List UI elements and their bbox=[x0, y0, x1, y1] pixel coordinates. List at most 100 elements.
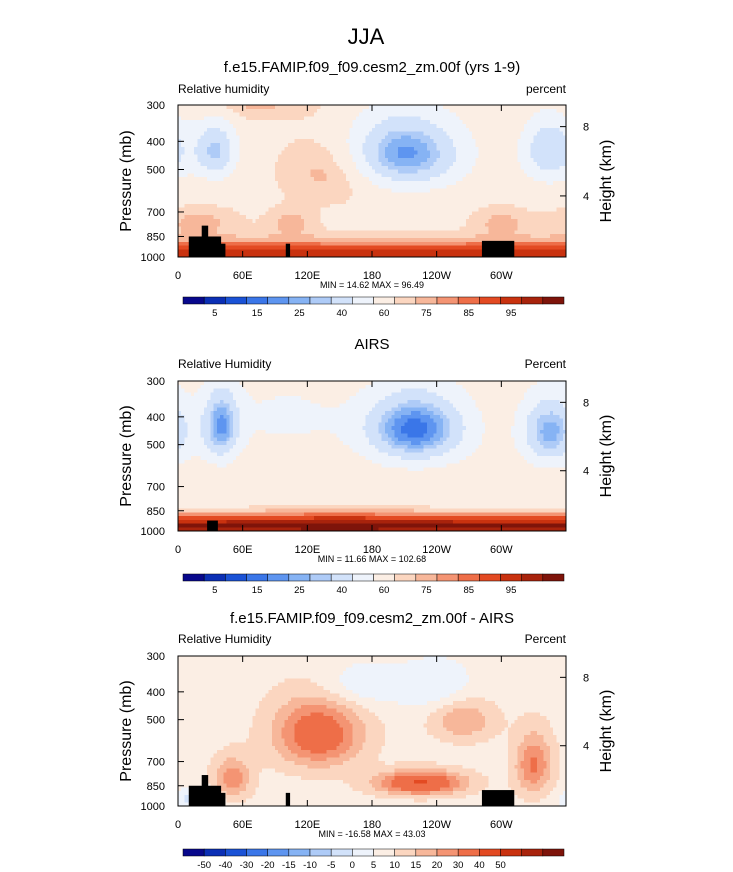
heatmap-cell bbox=[562, 181, 567, 186]
colorbar-swatch bbox=[267, 296, 290, 305]
heatmap-cell bbox=[326, 158, 331, 163]
heatmap-cell bbox=[520, 135, 525, 140]
heatmap-cell bbox=[320, 188, 325, 193]
heatmap-cell bbox=[523, 108, 528, 114]
heatmap-cell bbox=[391, 124, 396, 129]
heatmap-cell bbox=[216, 108, 221, 114]
heatmap-cell bbox=[488, 116, 493, 121]
heatmap-cell bbox=[491, 165, 496, 171]
heatmap-cell bbox=[284, 108, 289, 114]
heatmap-cell bbox=[297, 188, 302, 193]
heatmap-cell bbox=[527, 135, 532, 140]
heatmap-cell bbox=[420, 150, 425, 155]
heatmap-cell bbox=[181, 146, 186, 152]
heatmap-cell bbox=[197, 177, 202, 182]
heatmap-cell bbox=[258, 162, 263, 167]
heatmap-cell bbox=[530, 135, 535, 140]
heatmap-cell bbox=[262, 222, 266, 228]
heatmap-cell bbox=[252, 143, 257, 148]
heatmap-cell bbox=[420, 173, 425, 178]
heatmap-cell bbox=[200, 219, 205, 224]
heatmap-cell bbox=[507, 124, 512, 129]
heatmap-cell bbox=[245, 139, 250, 144]
heatmap-cell bbox=[394, 177, 399, 182]
heatmap-cell bbox=[178, 203, 182, 209]
heatmap-cell bbox=[536, 158, 541, 163]
heatmap-cell bbox=[527, 139, 532, 144]
heatmap-cell bbox=[213, 207, 218, 212]
heatmap-cell bbox=[317, 146, 321, 152]
heatmap-cell bbox=[452, 207, 457, 212]
heatmap-cell bbox=[414, 146, 418, 152]
heatmap-cell bbox=[417, 162, 422, 167]
heatmap-cell bbox=[203, 173, 208, 178]
heatmap-cell bbox=[391, 181, 396, 186]
heatmap-cell bbox=[410, 165, 415, 171]
field-label: Relative Humidity bbox=[178, 357, 271, 371]
heatmap-cell bbox=[239, 146, 244, 152]
heatmap-cell bbox=[239, 120, 244, 125]
heatmap-cell bbox=[258, 203, 263, 209]
heatmap-cell bbox=[388, 192, 392, 197]
heatmap-cell bbox=[342, 108, 347, 114]
heatmap-cell bbox=[507, 222, 512, 228]
heatmap-cell bbox=[543, 108, 548, 114]
heatmap-cell bbox=[426, 226, 431, 231]
heatmap-cell bbox=[339, 188, 344, 193]
heatmap-cell bbox=[511, 150, 515, 155]
heatmap-cell bbox=[401, 139, 405, 144]
heatmap-cell bbox=[472, 226, 477, 231]
heatmap-cell bbox=[226, 184, 231, 190]
heatmap-cell bbox=[232, 120, 237, 125]
heatmap-cell bbox=[488, 184, 493, 190]
heatmap-cell bbox=[520, 116, 525, 121]
heatmap-cell bbox=[278, 150, 283, 155]
heatmap-cell bbox=[362, 158, 367, 163]
heatmap-cell bbox=[320, 181, 325, 186]
heatmap-cell bbox=[281, 135, 286, 140]
heatmap-cell bbox=[207, 120, 211, 125]
heatmap-cell bbox=[252, 165, 257, 171]
heatmap-cell bbox=[439, 131, 444, 136]
heatmap-cell bbox=[520, 112, 525, 117]
heatmap-cell bbox=[262, 192, 266, 197]
heatmap-cell bbox=[339, 131, 344, 136]
heatmap-cell bbox=[404, 169, 409, 174]
heatmap-cell bbox=[284, 165, 289, 171]
heatmap-cell bbox=[449, 211, 454, 216]
heatmap-cell bbox=[433, 154, 438, 159]
heatmap-cell bbox=[284, 139, 289, 144]
heatmap-cell bbox=[533, 143, 538, 148]
heatmap-cell bbox=[232, 154, 237, 159]
heatmap-cell bbox=[446, 158, 451, 163]
heatmap-cell bbox=[187, 196, 192, 201]
heatmap-cell bbox=[456, 196, 460, 201]
heatmap-cell bbox=[397, 207, 402, 212]
heatmap-cell bbox=[459, 188, 464, 193]
heatmap-cell bbox=[391, 135, 396, 140]
heatmap-cell bbox=[372, 200, 376, 205]
heatmap-cell bbox=[494, 207, 499, 212]
heatmap-cell bbox=[310, 105, 315, 110]
heatmap-cell bbox=[456, 215, 460, 220]
heatmap-cell bbox=[530, 219, 535, 224]
heatmap-cell bbox=[352, 188, 357, 193]
heatmap-cell bbox=[346, 143, 350, 148]
heatmap-cell bbox=[517, 173, 522, 178]
heatmap-cell bbox=[485, 162, 489, 167]
heatmap-cell bbox=[520, 173, 525, 178]
heatmap-cell bbox=[549, 120, 554, 125]
heatmap-cell bbox=[368, 139, 373, 144]
heatmap-cell bbox=[433, 203, 438, 209]
heatmap-cell bbox=[333, 158, 338, 163]
heatmap-cell bbox=[549, 158, 554, 163]
heatmap-cell bbox=[242, 150, 247, 155]
heatmap-cell bbox=[562, 207, 567, 212]
heatmap-cell bbox=[281, 173, 286, 178]
heatmap-cell bbox=[546, 124, 551, 129]
heatmap-cell bbox=[258, 154, 263, 159]
heatmap-cell bbox=[213, 219, 218, 224]
heatmap-cell bbox=[540, 124, 544, 129]
heatmap-cell bbox=[229, 169, 234, 174]
heatmap-cell bbox=[536, 143, 541, 148]
